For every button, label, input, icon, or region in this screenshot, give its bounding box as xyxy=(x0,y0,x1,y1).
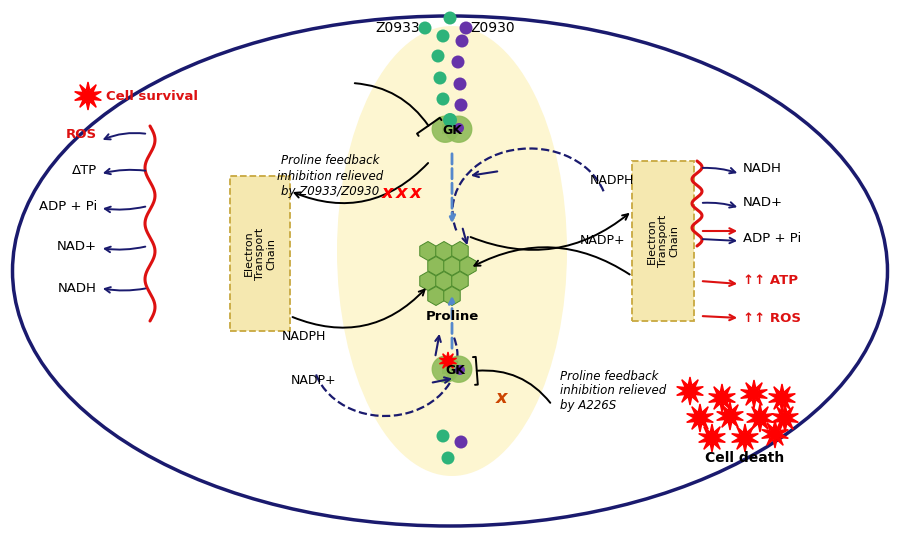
Polygon shape xyxy=(436,241,452,260)
Circle shape xyxy=(443,113,457,127)
Polygon shape xyxy=(432,356,458,382)
Polygon shape xyxy=(444,257,460,276)
Text: x: x xyxy=(496,389,508,407)
Text: Z0933: Z0933 xyxy=(375,21,420,35)
Polygon shape xyxy=(446,356,472,382)
Polygon shape xyxy=(452,241,468,260)
Text: ΔTP: ΔTP xyxy=(72,164,97,177)
Text: Proline feedback
inhibition relieved
by A226S: Proline feedback inhibition relieved by … xyxy=(560,370,666,412)
Polygon shape xyxy=(761,420,788,448)
Text: Electron
Transport
Chain: Electron Transport Chain xyxy=(243,227,276,280)
Text: GK: GK xyxy=(442,124,462,138)
Text: ADP + Pi: ADP + Pi xyxy=(743,233,801,246)
Circle shape xyxy=(436,430,449,442)
Circle shape xyxy=(436,92,449,105)
Circle shape xyxy=(434,72,446,85)
Text: NAD+: NAD+ xyxy=(57,240,97,252)
Text: Z0930: Z0930 xyxy=(470,21,515,35)
Text: NADH: NADH xyxy=(743,162,782,175)
Text: Proline: Proline xyxy=(426,310,479,323)
Polygon shape xyxy=(419,241,436,260)
Polygon shape xyxy=(439,352,456,370)
Polygon shape xyxy=(75,82,102,110)
Circle shape xyxy=(436,29,449,43)
Text: NADPH: NADPH xyxy=(282,329,326,342)
Polygon shape xyxy=(747,404,773,432)
Text: Cell death: Cell death xyxy=(706,451,785,465)
Polygon shape xyxy=(428,287,445,306)
Polygon shape xyxy=(460,257,476,276)
Text: Proline feedback
inhibition relieved
by Z0933/Z0930: Proline feedback inhibition relieved by … xyxy=(277,155,383,198)
Text: NADH: NADH xyxy=(58,282,97,294)
Polygon shape xyxy=(741,380,768,408)
FancyBboxPatch shape xyxy=(632,161,694,321)
Polygon shape xyxy=(769,384,796,412)
Polygon shape xyxy=(708,384,735,412)
Ellipse shape xyxy=(337,26,567,476)
Text: x: x xyxy=(396,184,408,202)
Text: x: x xyxy=(382,184,394,202)
Circle shape xyxy=(431,50,445,62)
FancyBboxPatch shape xyxy=(230,176,290,331)
Polygon shape xyxy=(442,124,463,134)
Text: ↑↑ ROS: ↑↑ ROS xyxy=(743,312,801,324)
Text: NADP+: NADP+ xyxy=(291,375,336,388)
Circle shape xyxy=(442,452,454,465)
Ellipse shape xyxy=(13,16,887,526)
Text: Electron
Transport
Chain: Electron Transport Chain xyxy=(646,215,680,267)
Polygon shape xyxy=(771,404,798,432)
Circle shape xyxy=(418,21,431,34)
Text: GK: GK xyxy=(446,365,465,377)
Polygon shape xyxy=(442,364,463,374)
Circle shape xyxy=(455,365,465,375)
Text: Cell survival: Cell survival xyxy=(106,90,198,103)
Polygon shape xyxy=(444,287,460,306)
Circle shape xyxy=(454,98,467,111)
Polygon shape xyxy=(419,271,436,290)
Polygon shape xyxy=(436,271,452,290)
Text: x: x xyxy=(410,184,422,202)
Polygon shape xyxy=(698,424,725,452)
Text: NADPH: NADPH xyxy=(590,175,634,187)
Text: NAD+: NAD+ xyxy=(743,197,783,210)
Circle shape xyxy=(455,34,469,48)
Polygon shape xyxy=(452,271,468,290)
Text: ROS: ROS xyxy=(66,128,97,140)
Text: ADP + Pi: ADP + Pi xyxy=(39,199,97,212)
Polygon shape xyxy=(687,404,714,432)
Text: NADP+: NADP+ xyxy=(580,234,626,247)
Polygon shape xyxy=(732,424,759,452)
Text: ↑↑ ATP: ↑↑ ATP xyxy=(743,275,798,288)
Polygon shape xyxy=(446,116,472,143)
Polygon shape xyxy=(677,377,703,405)
Polygon shape xyxy=(432,116,458,143)
Circle shape xyxy=(454,436,467,448)
Circle shape xyxy=(454,123,464,133)
Circle shape xyxy=(454,78,466,91)
Polygon shape xyxy=(716,402,743,430)
Polygon shape xyxy=(428,257,445,276)
Circle shape xyxy=(444,11,456,25)
Circle shape xyxy=(452,56,464,68)
Circle shape xyxy=(460,21,473,34)
